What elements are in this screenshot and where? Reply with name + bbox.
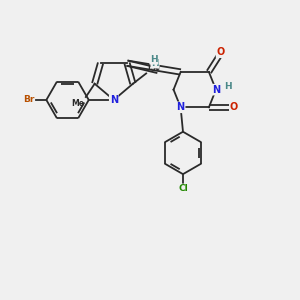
Text: N: N [212,85,220,94]
Text: N: N [110,95,118,105]
Text: Br: Br [23,95,34,104]
Text: O: O [230,102,238,112]
Text: H: H [150,55,158,64]
Text: Me: Me [147,63,160,72]
Text: N: N [177,102,185,112]
Text: Cl: Cl [178,184,188,194]
Text: H: H [151,58,159,68]
Text: H: H [224,82,232,91]
Text: Me: Me [71,99,84,108]
Text: O: O [217,47,225,57]
